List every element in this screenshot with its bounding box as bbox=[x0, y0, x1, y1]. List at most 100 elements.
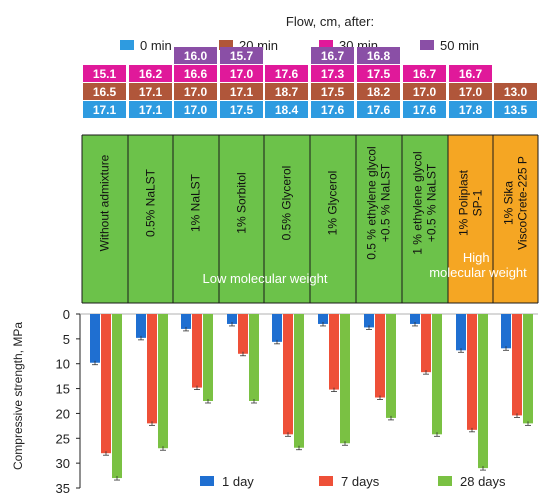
flow-table: 17.1 16.5 15.1 17.1 17.1 16.2 17.0 17.0 16.6 16.0… bbox=[83, 47, 537, 118]
bar-28-days bbox=[158, 314, 168, 449]
bar-1-day bbox=[181, 314, 191, 329]
flow-cell bbox=[311, 65, 354, 82]
flow-cell bbox=[129, 83, 172, 100]
column-label: 1% Glycerol bbox=[326, 171, 340, 236]
flow-cell bbox=[311, 83, 354, 100]
flow-cell bbox=[220, 47, 263, 64]
bar-28-days bbox=[203, 314, 213, 401]
bar-28-days bbox=[432, 314, 442, 435]
flow-value: 17.5 bbox=[321, 85, 345, 99]
flow-value: 16.0 bbox=[184, 49, 208, 63]
legend-label-3: 50 min bbox=[440, 38, 479, 53]
flow-value: 16.5 bbox=[93, 85, 117, 99]
flow-value: 17.1 bbox=[139, 103, 163, 117]
flow-cell bbox=[129, 65, 172, 82]
flow-value: 17.0 bbox=[184, 85, 208, 99]
flow-cell bbox=[83, 83, 126, 100]
bar-7-days bbox=[147, 314, 157, 424]
flow-value: 15.1 bbox=[93, 67, 117, 81]
legend-swatch-1 bbox=[219, 40, 233, 50]
flow-value: 17.6 bbox=[367, 103, 391, 117]
legend-swatch-0 bbox=[120, 40, 134, 50]
column-label: Without admixture bbox=[98, 154, 112, 251]
group-label-high-line1: High bbox=[463, 250, 490, 265]
strength-legend-swatch-1 bbox=[319, 476, 333, 486]
bar-28-days bbox=[523, 314, 533, 424]
y-tick-label: 35 bbox=[56, 481, 70, 496]
flow-value: 17.0 bbox=[459, 85, 483, 99]
flow-cell bbox=[449, 83, 492, 100]
flow-value: 17.5 bbox=[230, 103, 254, 117]
flow-table-title: Flow, cm, after: bbox=[286, 14, 374, 29]
flow-value: 17.1 bbox=[93, 103, 117, 117]
bar-7-days bbox=[512, 314, 522, 416]
flow-cell bbox=[357, 83, 400, 100]
flow-value: 17.8 bbox=[459, 103, 483, 117]
flow-cell bbox=[129, 101, 172, 118]
bar-28-days bbox=[478, 314, 488, 469]
flow-cell bbox=[265, 65, 308, 82]
flow-value: 18.4 bbox=[275, 103, 299, 117]
bar-1-day bbox=[501, 314, 511, 349]
bar-1-day bbox=[227, 314, 237, 324]
flow-cell bbox=[220, 65, 263, 82]
flow-value: 17.0 bbox=[413, 85, 437, 99]
flow-cell bbox=[494, 83, 537, 100]
bar-7-days bbox=[375, 314, 385, 398]
column-label: 1% SikaViscoCrete-225 P bbox=[502, 156, 530, 250]
flow-cell bbox=[220, 101, 263, 118]
flow-value: 17.6 bbox=[275, 67, 299, 81]
legend-label-0: 0 min bbox=[140, 38, 172, 53]
flow-cell bbox=[174, 65, 217, 82]
strength-legend-label-0: 1 day bbox=[222, 474, 254, 489]
flow-cell bbox=[220, 83, 263, 100]
flow-value: 13.0 bbox=[504, 85, 528, 99]
flow-cell bbox=[174, 47, 217, 64]
strength-legend-label-1: 7 days bbox=[341, 474, 380, 489]
strength-legend: 1 day 7 days 28 days bbox=[200, 474, 506, 489]
column-label: 1 % ethylene glycol+0.5 % NaLST bbox=[411, 151, 439, 254]
column-label: 1% PoliplastSP-1 bbox=[457, 169, 485, 236]
flow-cell bbox=[311, 47, 354, 64]
flow-cell bbox=[174, 101, 217, 118]
bar-7-days bbox=[329, 314, 339, 390]
bar-28-days bbox=[112, 314, 122, 479]
legend-swatch-3 bbox=[420, 40, 434, 50]
y-tick-label: 5 bbox=[63, 332, 70, 347]
flow-cell bbox=[265, 101, 308, 118]
flow-cell bbox=[449, 101, 492, 118]
y-tick-label: 10 bbox=[56, 357, 70, 372]
bar-7-days bbox=[283, 314, 293, 435]
y-tick-label: 30 bbox=[56, 456, 70, 471]
flow-value: 17.0 bbox=[184, 103, 208, 117]
flow-value: 17.1 bbox=[139, 85, 163, 99]
bar-1-day bbox=[364, 314, 374, 328]
flow-value: 17.1 bbox=[230, 85, 254, 99]
column-label: 0.5 % ethylene glycol+0.5 % NaLST bbox=[365, 146, 393, 259]
strength-legend-label-2: 28 days bbox=[460, 474, 506, 489]
y-axis-label: Compressive strength, MPa bbox=[11, 322, 25, 470]
bar-7-days bbox=[238, 314, 248, 354]
bar-28-days bbox=[386, 314, 396, 418]
flow-cell bbox=[83, 65, 126, 82]
group-label-high-line2: molecular weight bbox=[429, 265, 527, 280]
flow-cell bbox=[311, 101, 354, 118]
bar-7-days bbox=[421, 314, 431, 373]
y-tick-label: 25 bbox=[56, 431, 70, 446]
flow-value: 16.7 bbox=[413, 67, 437, 81]
flow-value: 18.7 bbox=[275, 85, 299, 99]
flow-value: 16.7 bbox=[459, 67, 483, 81]
flow-value: 15.7 bbox=[230, 49, 254, 63]
flow-value: 16.2 bbox=[139, 67, 163, 81]
flow-cell bbox=[265, 83, 308, 100]
bar-28-days bbox=[340, 314, 350, 444]
y-tick-label: 0 bbox=[63, 307, 70, 322]
legend-swatch-2 bbox=[319, 40, 333, 50]
flow-cell bbox=[403, 83, 446, 100]
flow-value: 17.6 bbox=[413, 103, 437, 117]
flow-cell bbox=[174, 83, 217, 100]
flow-value: 13.5 bbox=[504, 103, 528, 117]
y-tick-label: 20 bbox=[56, 406, 70, 421]
flow-cell bbox=[83, 101, 126, 118]
column-label: 0.5% Glycerol bbox=[280, 166, 294, 241]
